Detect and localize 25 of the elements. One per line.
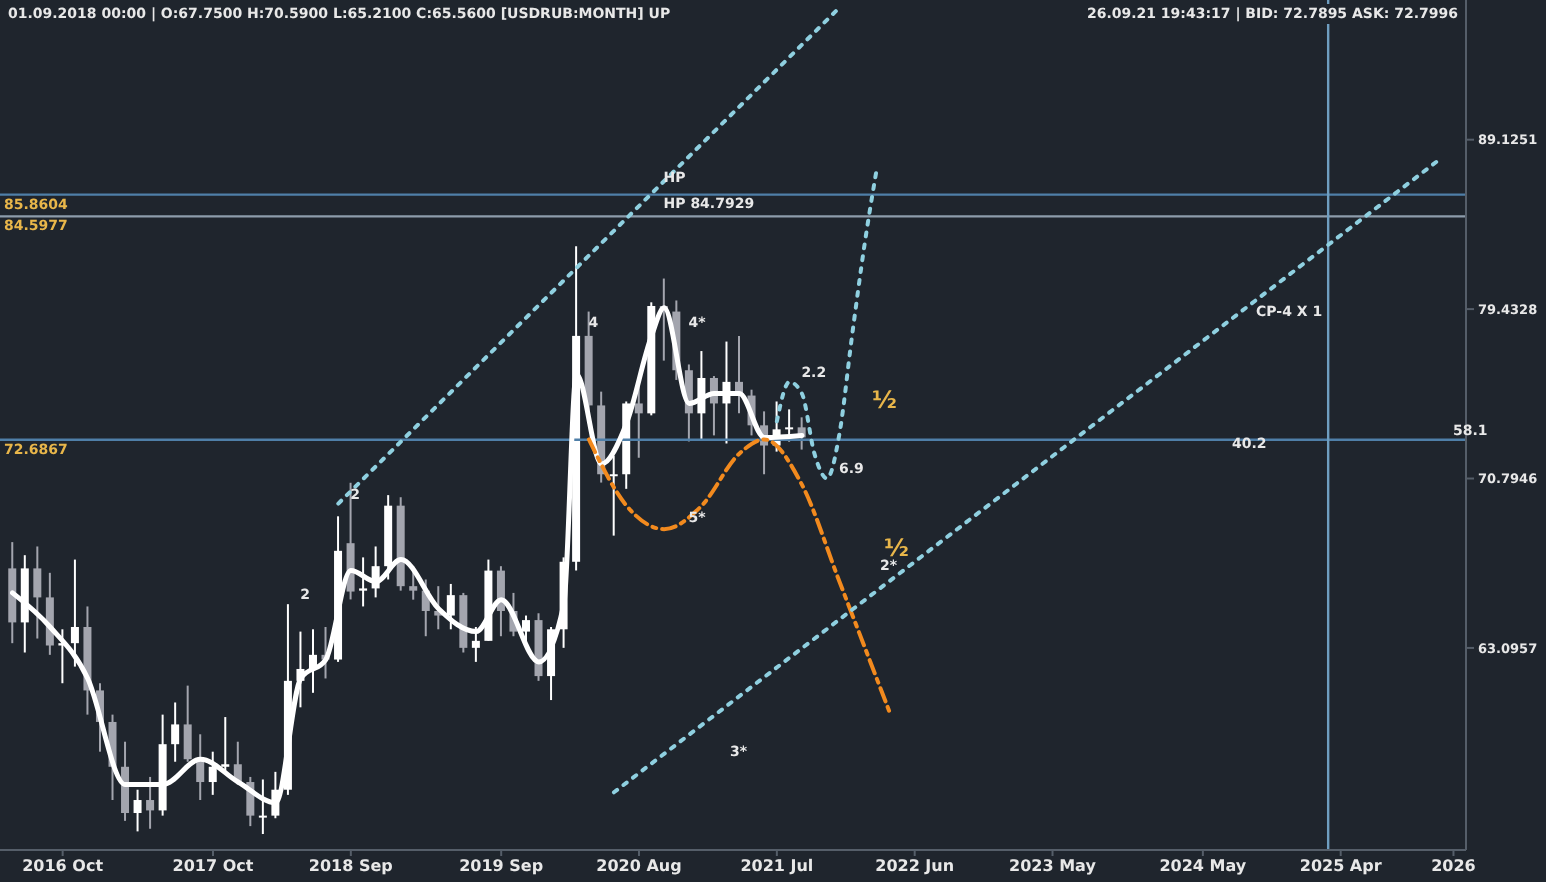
- candlestick: [183, 684, 192, 763]
- x-tick-label: 2022 Jun: [875, 857, 955, 876]
- annotation: ½: [872, 386, 897, 414]
- x-tick-label: 2024 May: [1159, 857, 1248, 876]
- candlestick: [33, 545, 42, 640]
- x-tick-label: 2018 Sep: [308, 857, 394, 876]
- candlestick: [471, 625, 480, 663]
- x-tick-label: 2023 May: [1009, 857, 1098, 876]
- candlestick: [208, 750, 217, 796]
- candlestick: [221, 716, 230, 773]
- x-tick-label: 2026: [1431, 857, 1477, 876]
- candlestick: [609, 454, 618, 537]
- x-tick-label: 2016 Oct: [22, 857, 104, 876]
- candlestick: [70, 558, 79, 668]
- candlestick: [146, 775, 155, 830]
- x-tick-label: 2021 Jul: [740, 857, 814, 876]
- candlestick: [359, 556, 368, 608]
- candlestick: [521, 614, 530, 645]
- annotation: ½: [884, 534, 909, 562]
- x-tick-label: 2017 Oct: [172, 857, 254, 876]
- candlestick: [171, 701, 180, 763]
- x-tick-label: 2020 Aug: [596, 857, 683, 876]
- x-tick-label: 2025 Apr: [1299, 857, 1382, 876]
- x-tick-label: 2019 Sep: [459, 857, 544, 876]
- candlestick: [446, 582, 455, 631]
